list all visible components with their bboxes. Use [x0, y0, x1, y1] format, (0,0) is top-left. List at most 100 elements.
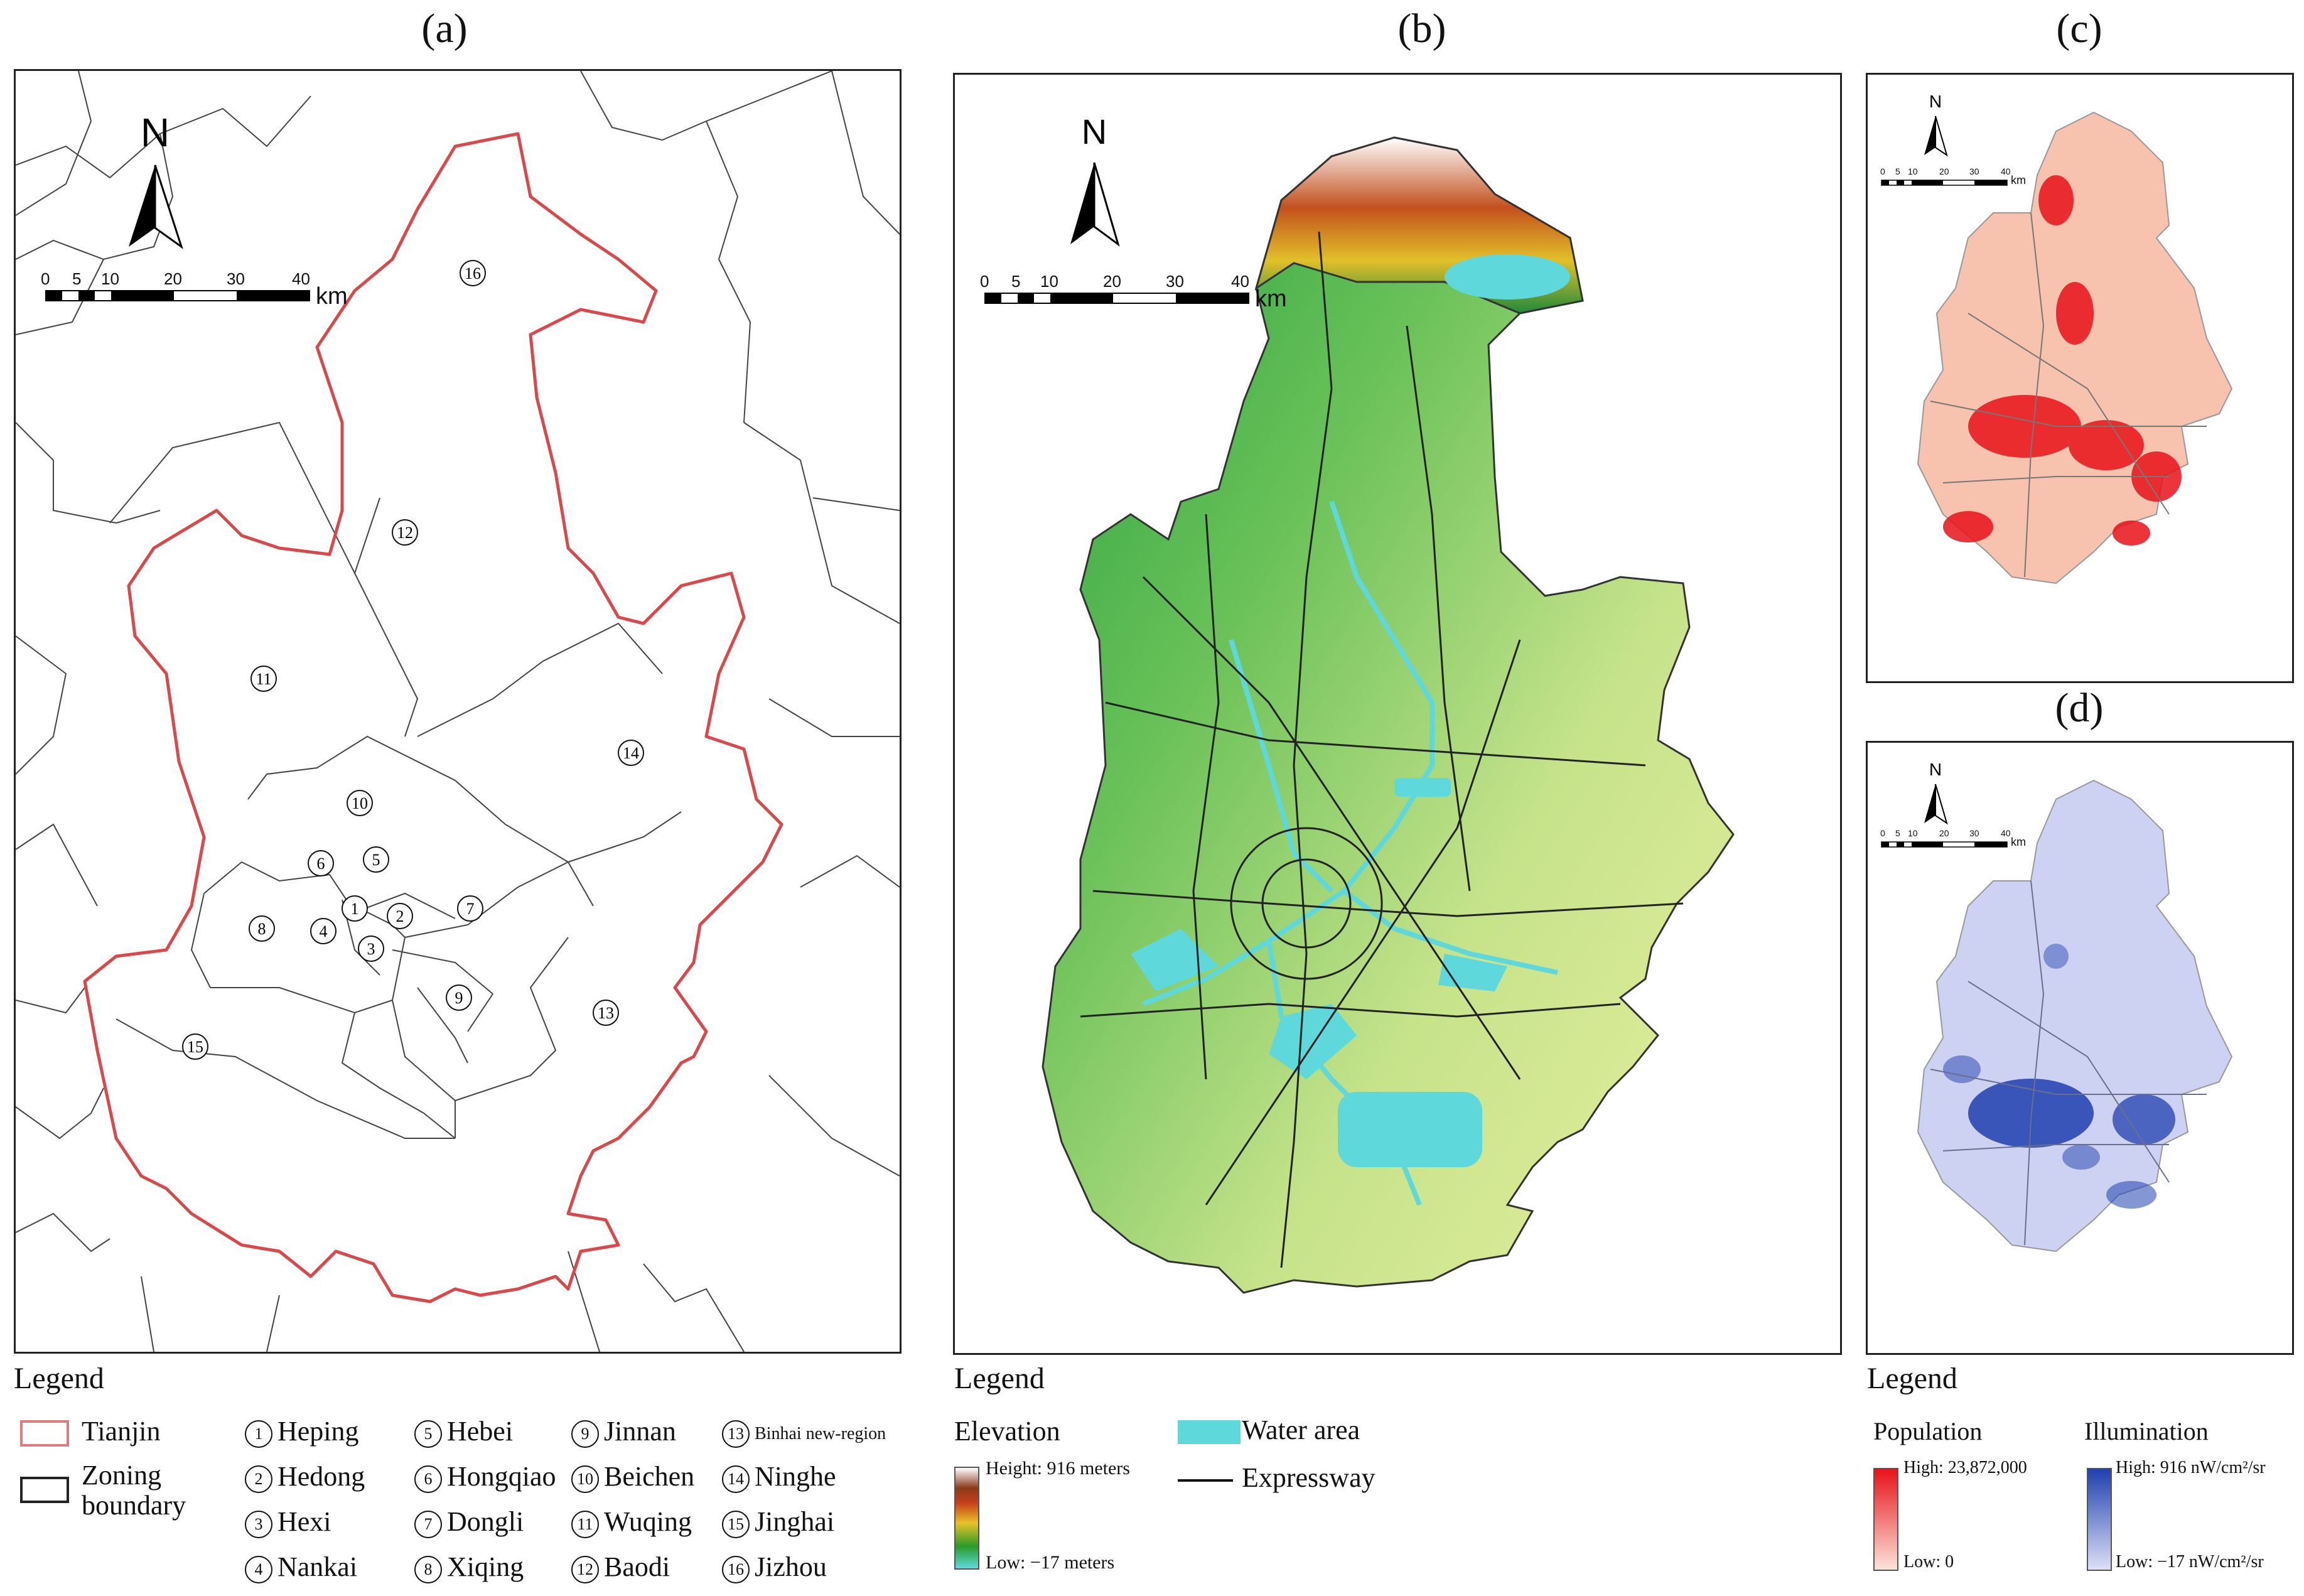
district-number-icon: 5	[414, 1420, 442, 1448]
scale-tick-10-d: 10	[1908, 828, 1918, 838]
north-arrow-b: N	[1070, 112, 1120, 247]
scale-tick-20-b: 20	[1103, 272, 1121, 291]
tianjin-elevation-shape	[1042, 136, 1735, 1294]
marker-13: 13	[593, 1000, 619, 1026]
water-swatch	[1178, 1420, 1241, 1444]
district-name: Heping	[277, 1416, 359, 1447]
svg-text:6: 6	[317, 855, 325, 873]
district-legend-item: 12 Baodi	[571, 1551, 670, 1583]
legend-title-a: Legend	[14, 1362, 104, 1395]
marker-2: 2	[387, 903, 413, 929]
svg-text:3: 3	[367, 940, 375, 958]
district-name: Dongli	[447, 1506, 524, 1537]
scale-tick-0-c: 0	[1880, 166, 1885, 176]
scale-tick-0-d: 0	[1880, 828, 1885, 838]
panel-label-d: (d)	[2055, 685, 2104, 731]
north-arrow-d: N	[1924, 760, 1948, 825]
scale-bar-c	[1881, 180, 2008, 186]
svg-text:13: 13	[598, 1004, 614, 1022]
district-number-icon: 15	[722, 1510, 750, 1538]
district-number-icon: 4	[245, 1555, 272, 1583]
district-name: Wuqing	[604, 1506, 692, 1537]
map-panel-b: N 0 5 10 20 30 40 km	[953, 73, 1842, 1355]
road-lines-c	[1930, 212, 2207, 578]
scale-unit-c: km	[2011, 174, 2026, 186]
elevation-map: N	[984, 112, 1735, 1294]
population-high: High: 23,872,000	[1903, 1458, 2027, 1477]
scale-tick-30-c: 30	[1969, 166, 1979, 176]
expressways	[1080, 231, 1684, 1268]
district-markers: 16 12 11 14 10 6 5 7 1 2 8 4 3 9 13 15	[182, 260, 644, 1060]
district-legend-item: 10 Beichen	[571, 1460, 694, 1493]
north-arrow-c: N	[1924, 92, 1948, 157]
district-number-icon: 8	[414, 1555, 442, 1583]
illumination-colorbar	[2087, 1468, 2112, 1571]
district-number-icon: 12	[571, 1555, 599, 1583]
district-legend-item: 6 Hongqiao	[414, 1460, 556, 1493]
marker-11: 11	[250, 666, 277, 692]
district-name: Hedong	[277, 1461, 365, 1492]
svg-text:2: 2	[396, 907, 404, 925]
scale-tick-0-b: 0	[980, 272, 989, 291]
map-panel-c: N 0 5 10 20 30 40 km	[1866, 73, 2294, 683]
district-legend-item: 1 Heping	[245, 1415, 359, 1448]
marker-4: 4	[310, 918, 336, 944]
svg-text:N: N	[1929, 760, 1942, 779]
zoning-boundaries	[16, 71, 900, 1352]
district-number-icon: 13	[722, 1420, 750, 1448]
marker-6: 6	[308, 850, 334, 876]
water-areas	[1131, 778, 1507, 1167]
svg-text:7: 7	[466, 900, 475, 918]
legend-tianjin: Tianjin	[82, 1416, 161, 1447]
marker-7: 7	[457, 895, 483, 922]
marker-9: 9	[446, 984, 472, 1011]
road-lines-d	[1930, 880, 2207, 1246]
legend-title-b: Legend	[954, 1362, 1045, 1395]
marker-12: 12	[392, 519, 418, 546]
district-number-icon: 14	[722, 1465, 750, 1493]
scale-tick-10: 10	[101, 269, 119, 288]
district-name: Hebei	[447, 1416, 514, 1447]
scale-tick-10-c: 10	[1908, 166, 1918, 176]
scale-bar-a	[45, 290, 310, 301]
district-legend-item: 2 Hedong	[245, 1460, 365, 1493]
legend-expressway: Expressway	[1242, 1462, 1375, 1493]
district-number-icon: 9	[571, 1420, 599, 1448]
district-name: Jinnan	[604, 1416, 676, 1447]
district-name: Binhai new-region	[755, 1423, 886, 1443]
legend-population: Population	[1873, 1417, 1983, 1445]
scale-tick-30-b: 30	[1166, 272, 1184, 291]
district-legend-item: 11 Wuqing	[571, 1506, 692, 1538]
elevation-high: Height: 916 meters	[986, 1458, 1130, 1479]
svg-text:5: 5	[372, 851, 380, 869]
scale-tick-5-b: 5	[1011, 272, 1021, 291]
marker-16: 16	[460, 260, 486, 286]
scale-unit: km	[316, 283, 348, 310]
legend-elevation: Elevation	[954, 1416, 1060, 1447]
population-low: Low: 0	[1903, 1552, 1954, 1572]
district-legend-item: 14 Ninghe	[722, 1460, 836, 1493]
district-number-icon: 11	[571, 1510, 599, 1538]
legend-zoning-1: Zoning	[82, 1460, 162, 1491]
svg-text:N: N	[1082, 112, 1107, 151]
district-number-icon: 3	[245, 1510, 272, 1538]
expressway-swatch	[1178, 1479, 1233, 1482]
map-panel-d: N 0 5 10 20 30 40 km	[1866, 741, 2294, 1355]
district-legend-item: 9 Jinnan	[571, 1415, 676, 1448]
district-number-icon: 6	[414, 1465, 442, 1493]
marker-15: 15	[182, 1033, 208, 1060]
elevation-colorbar	[954, 1467, 979, 1570]
zoning-swatch	[20, 1477, 69, 1503]
district-name: Xiqing	[447, 1551, 524, 1582]
scale-unit-b: km	[1255, 286, 1287, 312]
district-legend-item: 15 Jinghai	[722, 1506, 834, 1538]
district-name: Baodi	[604, 1551, 670, 1582]
district-name: Nankai	[277, 1551, 358, 1582]
svg-text:4: 4	[320, 922, 328, 941]
district-legend-item: 7 Dongli	[414, 1506, 524, 1538]
svg-text:N: N	[1929, 92, 1942, 111]
population-colorbar	[1873, 1468, 1898, 1571]
scale-tick-5-d: 5	[1895, 828, 1900, 838]
district-number-icon: 7	[414, 1510, 442, 1538]
population-map: N	[1881, 92, 2233, 585]
